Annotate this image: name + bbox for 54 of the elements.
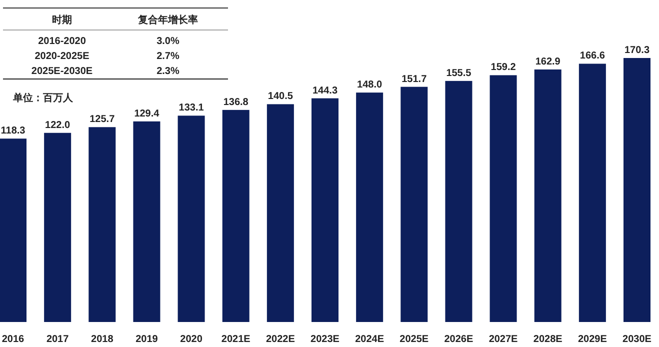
x-tick-label: 2019: [136, 334, 158, 345]
bar: [178, 116, 205, 322]
data-label: 159.2: [490, 62, 516, 74]
text: 时期: [52, 14, 72, 26]
x-tick-label: 2028E: [533, 334, 563, 345]
annotation: 2025E-2030E: [31, 66, 93, 77]
annotation: 2020-2025E: [34, 51, 90, 62]
text: 复合年增长率: [137, 14, 198, 26]
x-tick-label: 2021E: [221, 334, 251, 345]
bar: [312, 98, 338, 322]
bar: [133, 121, 160, 322]
bar: [445, 80, 472, 322]
annotation: 2.3%: [156, 66, 180, 77]
bar: [44, 132, 72, 322]
x-tick-label: 2016: [2, 334, 25, 345]
bar: [624, 58, 650, 322]
bar: [490, 75, 517, 322]
x-tick-label: 2029E: [578, 334, 608, 345]
data-label: 155.5: [446, 68, 472, 79]
data-label: 148.0: [357, 80, 383, 91]
x-tick-label: 2020: [180, 334, 203, 345]
y-axis-title: 单位：百万人: [12, 92, 74, 104]
data-label: 125.7: [90, 114, 116, 126]
x-tick-label: 2025E: [400, 334, 429, 345]
data-label: 170.3: [624, 45, 650, 56]
bar: [400, 86, 428, 322]
data-label: 118.3: [0, 126, 26, 137]
x-tick-label: 2023E: [310, 334, 340, 345]
text: 2016-2020: [38, 36, 86, 47]
data-label: 140.5: [268, 91, 294, 102]
data-label: 162.9: [535, 56, 561, 68]
data-label: 133.1: [178, 102, 204, 114]
x-tick-label: 2024E: [355, 334, 384, 345]
bar: [266, 104, 294, 322]
x-tick-label: 2026E: [444, 334, 474, 345]
data-label: 122.0: [45, 120, 71, 131]
bar: [0, 138, 26, 322]
data-label: 144.3: [312, 85, 338, 96]
x-tick-label: 2017: [46, 334, 70, 345]
x-tick-label: 2018: [91, 334, 114, 345]
bar: [578, 64, 606, 322]
data-label: 129.4: [134, 108, 160, 120]
data-label: 151.7: [402, 74, 428, 85]
bar: [88, 127, 116, 322]
x-tick-label: 2030E: [622, 334, 652, 345]
data-label: 136.8: [223, 96, 249, 108]
text: 3.0%: [156, 36, 180, 47]
data-label: 166.6: [580, 50, 606, 62]
x-tick-label: 2027E: [488, 334, 518, 345]
bar: [222, 110, 250, 322]
annotation: 2.7%: [156, 51, 180, 62]
bar: [356, 92, 384, 322]
bar: [534, 69, 562, 322]
x-tick-label: 2022E: [266, 334, 296, 345]
